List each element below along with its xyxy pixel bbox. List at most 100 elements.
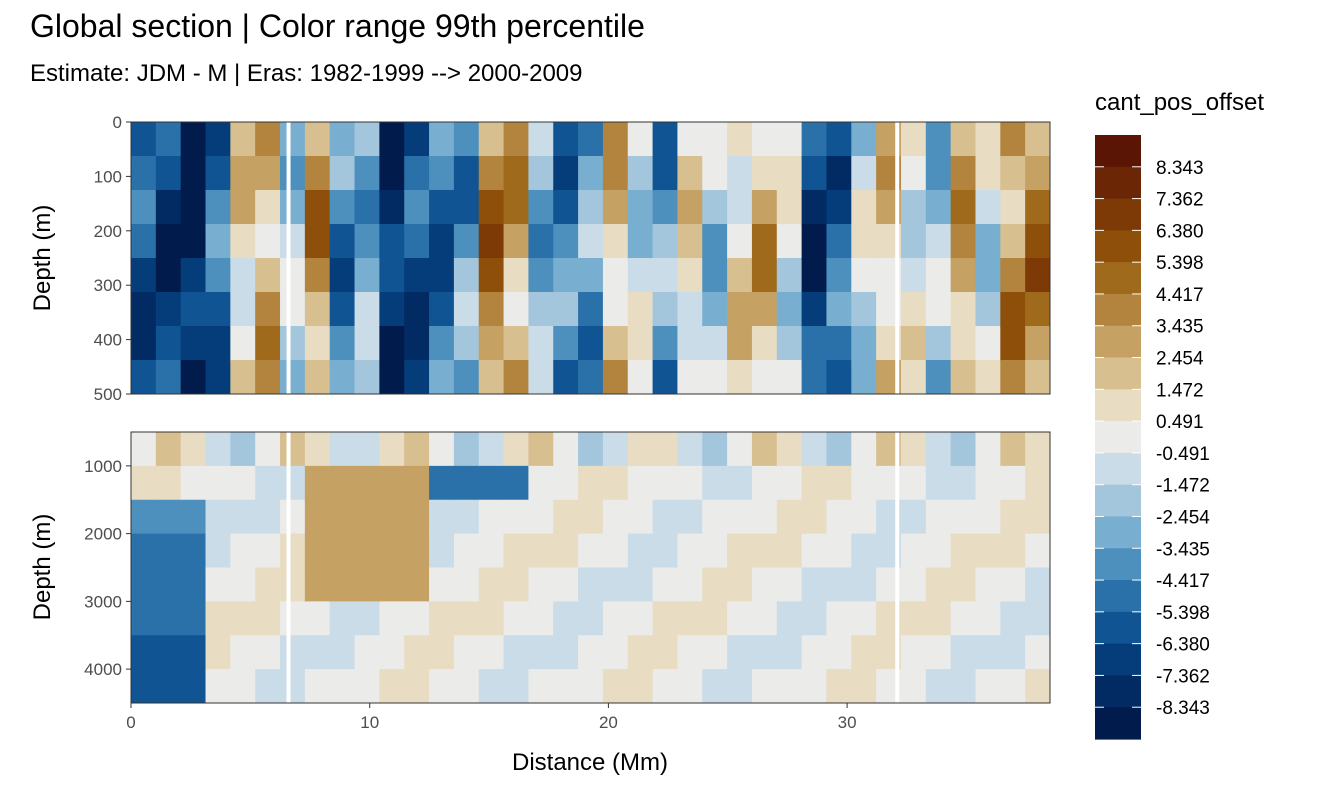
heat-cell xyxy=(702,326,729,361)
heat-cell xyxy=(1000,669,1027,703)
heat-cell xyxy=(528,360,555,394)
heat-cell xyxy=(1025,499,1050,535)
heat-cell xyxy=(727,292,753,327)
heat-cell xyxy=(652,258,679,293)
heat-cell xyxy=(429,224,455,259)
legend-swatch xyxy=(1095,389,1141,422)
heat-cell xyxy=(205,224,232,259)
heat-cell xyxy=(925,635,952,671)
heat-cell xyxy=(801,224,828,259)
heat-cell xyxy=(627,533,654,569)
heat-cell xyxy=(751,156,778,191)
heat-cell xyxy=(900,156,927,191)
heat-cell xyxy=(925,669,952,703)
heat-cell xyxy=(429,360,455,394)
heat-cell xyxy=(975,360,1002,394)
bottom-panel-field xyxy=(131,432,1050,703)
legend-label: -6.380 xyxy=(1156,635,1210,656)
heat-cell xyxy=(776,465,803,501)
heat-cell xyxy=(304,258,331,293)
heat-cell xyxy=(379,224,406,259)
heat-cell xyxy=(677,258,704,293)
heat-cell xyxy=(851,465,878,501)
heat-cell xyxy=(528,190,555,225)
heat-cell xyxy=(131,224,157,259)
heat-cell xyxy=(1000,190,1027,225)
heat-cell xyxy=(1000,432,1027,467)
heat-cell xyxy=(702,292,729,327)
heat-cell xyxy=(429,635,455,671)
heat-cell xyxy=(180,224,207,259)
heat-cell xyxy=(900,360,927,394)
heat-cell xyxy=(727,635,753,671)
heat-cell xyxy=(180,360,207,394)
heat-cell xyxy=(702,224,729,259)
heat-cell xyxy=(429,499,455,535)
heat-cell xyxy=(255,360,282,394)
legend-label: 3.435 xyxy=(1156,317,1204,338)
heat-cell xyxy=(354,292,381,327)
heat-cell xyxy=(255,326,282,361)
heat-cell xyxy=(255,432,282,467)
heat-cell xyxy=(453,156,480,191)
heat-cell xyxy=(900,533,927,569)
heat-cell xyxy=(950,635,977,671)
heat-cell xyxy=(329,533,356,569)
heat-cell xyxy=(329,326,356,361)
heat-cell xyxy=(925,360,952,394)
heat-cell xyxy=(329,190,356,225)
heat-cell xyxy=(826,465,853,501)
heat-cell xyxy=(304,601,331,637)
heat-cell xyxy=(751,533,778,569)
heat-cell xyxy=(280,601,306,637)
heat-cell xyxy=(230,567,257,603)
heat-cell xyxy=(900,326,927,361)
heat-cell xyxy=(652,533,679,569)
heat-cell xyxy=(851,224,878,259)
heat-cell xyxy=(503,432,530,467)
y-axis-title-top: Depth (m) xyxy=(29,205,56,312)
heat-cell xyxy=(602,122,629,157)
heat-cell xyxy=(280,258,306,293)
heat-cell xyxy=(155,669,182,703)
heat-cell xyxy=(950,190,977,225)
heat-cell xyxy=(503,669,530,703)
y-tick-label: 200 xyxy=(94,222,122,241)
legend-swatch xyxy=(1095,611,1141,645)
heat-cell xyxy=(329,360,356,394)
heat-cell xyxy=(553,499,580,535)
legend-swatch xyxy=(1095,643,1141,677)
heat-cell xyxy=(180,669,207,703)
heat-cell xyxy=(453,258,480,293)
heat-cell xyxy=(503,567,530,603)
heat-cell xyxy=(677,326,704,361)
legend-swatch xyxy=(1095,293,1141,327)
heat-cell xyxy=(602,190,629,225)
heat-cell xyxy=(329,122,356,157)
heat-cell xyxy=(851,635,878,671)
heat-cell xyxy=(528,326,555,361)
heat-cell xyxy=(627,567,654,603)
heat-cell xyxy=(404,601,431,637)
heat-cell xyxy=(975,567,1002,603)
heat-cell xyxy=(900,292,927,327)
heat-cell xyxy=(627,499,654,535)
heat-cell xyxy=(180,567,207,603)
heat-cell xyxy=(255,156,282,191)
heat-cell xyxy=(652,326,679,361)
legend-swatch xyxy=(1095,198,1141,231)
y-axis-title-bottom: Depth (m) xyxy=(29,514,56,621)
heat-cell xyxy=(652,499,679,535)
heat-cell xyxy=(677,669,704,703)
heat-cell xyxy=(528,156,555,191)
heat-cell xyxy=(478,156,505,191)
heat-cell xyxy=(677,533,704,569)
heat-cell xyxy=(453,499,480,535)
chart-subtitle: Estimate: JDM - M | Eras: 1982-1999 --> … xyxy=(30,60,583,87)
heat-cell xyxy=(180,122,207,157)
heat-cell xyxy=(131,258,157,293)
heat-cell xyxy=(950,122,977,157)
heat-cell xyxy=(1025,326,1050,361)
heat-cell xyxy=(652,432,679,467)
heat-cell xyxy=(329,635,356,671)
